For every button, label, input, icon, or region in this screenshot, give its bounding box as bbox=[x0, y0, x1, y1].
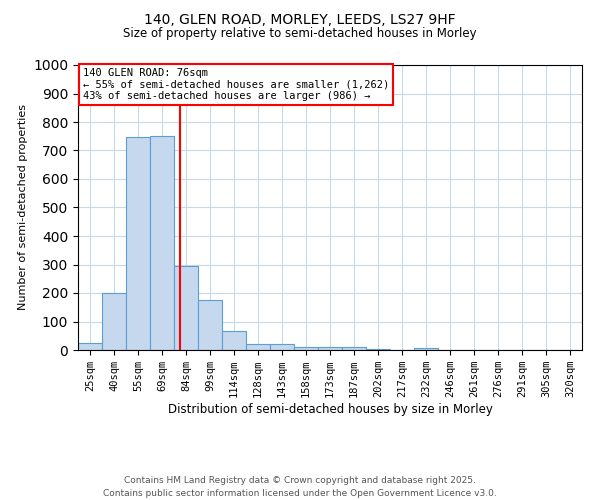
Text: 140 GLEN ROAD: 76sqm
← 55% of semi-detached houses are smaller (1,262)
43% of se: 140 GLEN ROAD: 76sqm ← 55% of semi-detac… bbox=[83, 68, 389, 101]
X-axis label: Distribution of semi-detached houses by size in Morley: Distribution of semi-detached houses by … bbox=[167, 403, 493, 416]
Bar bbox=[414, 348, 438, 350]
Bar bbox=[174, 266, 198, 350]
Bar bbox=[126, 137, 150, 350]
Bar bbox=[198, 300, 222, 350]
Bar bbox=[270, 344, 294, 350]
Text: 140, GLEN ROAD, MORLEY, LEEDS, LS27 9HF: 140, GLEN ROAD, MORLEY, LEEDS, LS27 9HF bbox=[144, 12, 456, 26]
Bar bbox=[222, 332, 246, 350]
Bar bbox=[318, 347, 342, 350]
Y-axis label: Number of semi-detached properties: Number of semi-detached properties bbox=[17, 104, 28, 310]
Text: Contains HM Land Registry data © Crown copyright and database right 2025.
Contai: Contains HM Land Registry data © Crown c… bbox=[103, 476, 497, 498]
Bar bbox=[246, 344, 270, 350]
Bar bbox=[294, 346, 318, 350]
Bar bbox=[102, 293, 126, 350]
Bar bbox=[366, 348, 390, 350]
Text: Size of property relative to semi-detached houses in Morley: Size of property relative to semi-detach… bbox=[123, 28, 477, 40]
Bar bbox=[150, 136, 174, 350]
Bar bbox=[78, 343, 102, 350]
Bar bbox=[342, 347, 366, 350]
